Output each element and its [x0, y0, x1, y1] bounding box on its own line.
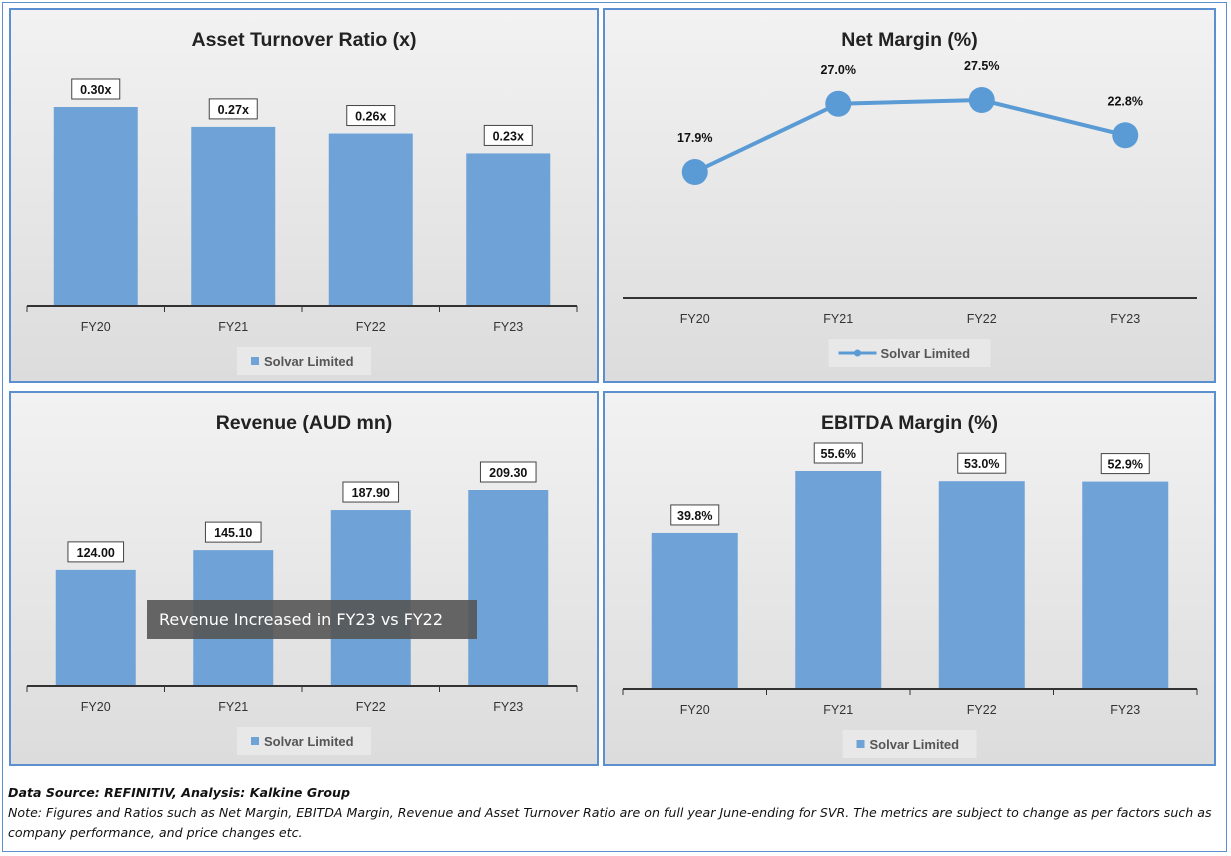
revenue-panel: Revenue (AUD mn) 124.00 145.10 187.90 209.30… [9, 391, 599, 766]
legend-swatch-icon [251, 357, 259, 365]
chart-title: EBITDA Margin (%) [821, 412, 998, 434]
bar-FY22 [938, 481, 1025, 689]
x-tick-label: FY20 [680, 703, 710, 717]
data-label-box [71, 78, 121, 100]
data-label: 0.27x [218, 103, 249, 117]
data-label-box [670, 504, 720, 526]
data-label-box [208, 98, 258, 120]
data-label-box [957, 452, 1007, 474]
data-label: 209.30 [489, 466, 527, 480]
x-tick-label: FY21 [218, 700, 248, 714]
bar-FY21 [795, 471, 882, 689]
bar-FY20 [651, 532, 738, 689]
x-tick-label: FY21 [823, 312, 853, 326]
point-FY23 [1112, 122, 1139, 149]
chart-svg-2: Revenue (AUD mn) 124.00 145.10 187.90 209.30… [26, 412, 578, 755]
legend-marker-icon [854, 349, 861, 357]
annotation-text: Revenue Increased in FY23 vs FY22 [159, 610, 443, 629]
legend-box [237, 347, 371, 375]
data-label: 0.26x [355, 110, 386, 124]
x-tick-label: FY23 [493, 320, 523, 334]
data-label: 55.6% [821, 447, 856, 461]
footer: Data Source: REFINITIV, Analysis: Kalkin… [8, 783, 1223, 843]
data-label: 0.23x [493, 129, 524, 143]
x-tick-label: FY20 [81, 320, 111, 334]
data-label: 0.30x [80, 83, 111, 97]
legend-swatch-icon [856, 740, 865, 748]
chart-title: Asset Turnover Ratio (x) [191, 29, 416, 51]
bar-FY22 [330, 510, 411, 686]
data-label: 17.9% [677, 131, 712, 145]
legend-label: Solvar Limited [870, 737, 960, 752]
bar-FY22 [328, 133, 413, 306]
x-tick-label: FY20 [680, 312, 710, 326]
data-source-text: Data Source: REFINITIV, Analysis: Kalkin… [8, 785, 351, 800]
x-tick-label: FY22 [967, 312, 997, 326]
legend-swatch-icon [251, 737, 259, 745]
asset-turnover-panel: Asset Turnover Ratio (x) 0.30x 0.27x 0.26x 0… [9, 8, 599, 383]
series-line [693, 97, 1126, 174]
bar-FY20 [53, 107, 138, 306]
data-label: 27.0% [821, 63, 856, 77]
data-label: 22.8% [1108, 94, 1143, 108]
point-FY22 [968, 87, 995, 113]
net-margin-panel: Net Margin (%) 17.9% 27.0% 27.5% 22.8% FY20 FY… [603, 8, 1216, 383]
data-label: 39.8% [677, 509, 712, 523]
x-tick-label: FY23 [1110, 312, 1140, 326]
data-label: 53.0% [964, 457, 999, 471]
bar-FY23 [1082, 481, 1169, 689]
data-label-box [346, 105, 396, 127]
data-label-box [483, 124, 533, 146]
data-label-box [813, 442, 863, 464]
data-label-box [1100, 453, 1150, 475]
legend-box [842, 730, 977, 758]
bar-FY23 [468, 490, 549, 686]
data-label: 187.90 [352, 486, 390, 500]
chart-svg-0: Asset Turnover Ratio (x) 0.30x 0.27x 0.26x 0… [26, 29, 578, 375]
ebitda-margin-panel: EBITDA Margin (%) 39.8% 55.6% 53.0% 52.9% FY2… [603, 391, 1216, 766]
point-FY21 [825, 90, 852, 117]
x-tick-label: FY22 [356, 700, 386, 714]
x-tick-label: FY21 [823, 703, 853, 717]
legend-label: Solvar Limited [264, 734, 354, 749]
legend-box [237, 727, 371, 755]
footnote-text: Note: Figures and Ratios such as Net Mar… [8, 805, 1212, 840]
chart-title: Revenue (AUD mn) [216, 412, 393, 434]
legend-label: Solvar Limited [881, 346, 971, 361]
data-label-box [479, 461, 537, 483]
data-label: 27.5% [964, 59, 999, 73]
bar-FY21 [191, 126, 276, 307]
chart-title: Net Margin (%) [841, 29, 978, 51]
data-label-box [67, 541, 125, 563]
data-label: 52.9% [1108, 458, 1143, 472]
x-tick-label: FY20 [81, 700, 111, 714]
x-tick-label: FY23 [493, 700, 523, 714]
x-tick-label: FY22 [356, 320, 386, 334]
data-label-box [342, 481, 400, 503]
x-tick-label: FY22 [967, 703, 997, 717]
bar-FY20 [55, 569, 136, 686]
point-FY20 [681, 159, 708, 185]
data-label: 124.00 [77, 546, 115, 560]
data-label: 145.10 [214, 526, 252, 540]
data-label-box [204, 521, 262, 543]
legend-label: Solvar Limited [264, 354, 354, 369]
chart-svg-3: EBITDA Margin (%) 39.8% 55.6% 53.0% 52.9% FY2… [622, 412, 1198, 758]
annotation-box [147, 600, 477, 639]
x-tick-label: FY23 [1110, 703, 1140, 717]
x-tick-label: FY21 [218, 320, 248, 334]
bar-FY23 [466, 153, 551, 306]
chart-svg-1: Net Margin (%) 17.9% 27.0% 27.5% 22.8% FY20 FY… [623, 29, 1197, 367]
